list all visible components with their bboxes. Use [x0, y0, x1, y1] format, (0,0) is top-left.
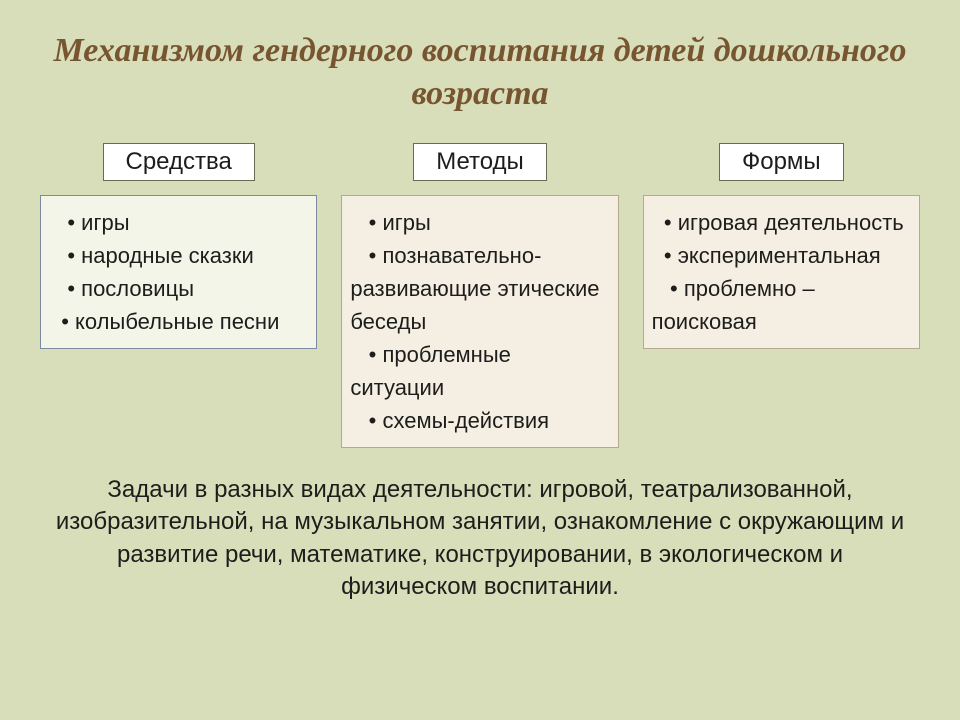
item-text: пословицы [81, 276, 194, 301]
footer-text: Задачи в разных видах деятельности: игро… [40, 474, 920, 604]
columns-container: Средства • игры • народные сказки • посл… [40, 143, 920, 448]
list-item: • экспериментальная [652, 239, 911, 272]
column-box-means: • игры • народные сказки • пословицы • к… [40, 195, 317, 349]
item-text: познавательно-развивающие этические бесе… [350, 243, 599, 334]
column-forms: Формы • игровая деятельность • экспериме… [643, 143, 920, 448]
item-text: игры [382, 210, 430, 235]
column-methods: Методы • игры • познавательно-развивающи… [341, 143, 618, 448]
column-header-forms: Формы [719, 143, 844, 181]
list-item: • пословицы [49, 272, 308, 305]
item-text: игры [81, 210, 129, 235]
item-text: схемы-действия [382, 408, 549, 433]
list-item: • колыбельные песни [49, 305, 308, 338]
column-box-methods: • игры • познавательно-развивающие этиче… [341, 195, 618, 448]
list-item: • схемы-действия [350, 404, 609, 437]
column-box-forms: • игровая деятельность • экспериментальн… [643, 195, 920, 349]
list-item: • игровая деятельность [652, 206, 911, 239]
list-item: • проблемные ситуации [350, 338, 609, 404]
item-text: народные сказки [81, 243, 254, 268]
column-header-methods: Методы [413, 143, 547, 181]
list-item: • игры [350, 206, 609, 239]
column-header-means: Средства [103, 143, 255, 181]
list-item: • народные сказки [49, 239, 308, 272]
item-text: проблемные ситуации [350, 342, 511, 400]
column-means: Средства • игры • народные сказки • посл… [40, 143, 317, 448]
list-item: • проблемно – поисковая [652, 272, 911, 338]
item-text: проблемно – поисковая [652, 276, 815, 334]
list-item: • игры [49, 206, 308, 239]
slide-root: Механизмом гендерного воспитания детей д… [0, 0, 960, 720]
item-text: экспериментальная [678, 243, 881, 268]
slide-title: Механизмом гендерного воспитания детей д… [40, 30, 920, 115]
list-item: • познавательно-развивающие этические бе… [350, 239, 609, 338]
item-text: колыбельные песни [75, 309, 279, 334]
item-text: игровая деятельность [678, 210, 904, 235]
